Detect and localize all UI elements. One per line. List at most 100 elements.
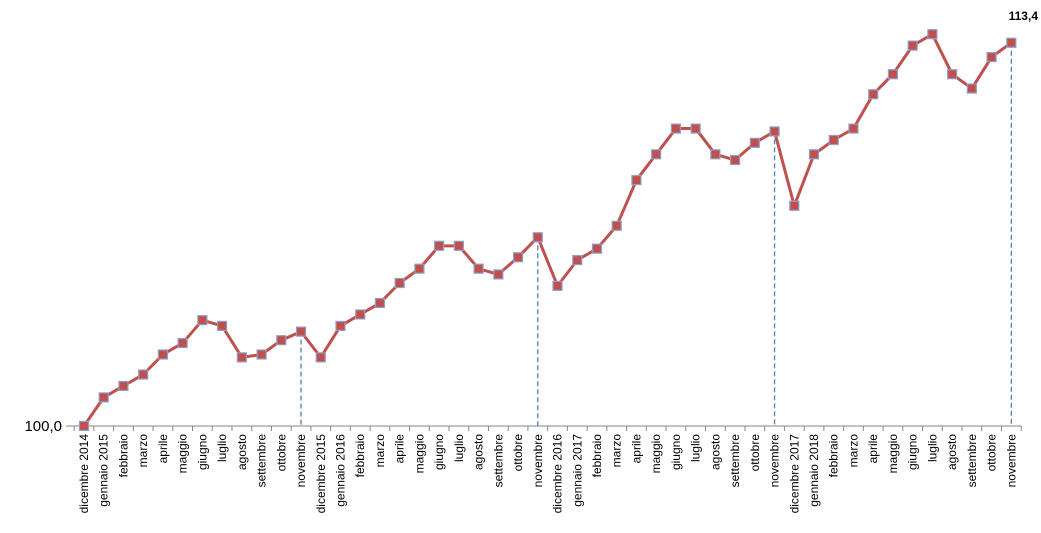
y-axis-tick-label: 100,0 bbox=[24, 418, 62, 435]
data-point bbox=[670, 123, 682, 134]
x-axis-tick-labels: dicembre 2014 gennaio 2015 febbraio marzo ap… bbox=[77, 434, 1018, 514]
data-point bbox=[434, 240, 445, 251]
data-point bbox=[552, 280, 563, 291]
data-point bbox=[749, 137, 760, 148]
x-tick-label: agosto bbox=[235, 434, 249, 470]
data-point bbox=[611, 220, 622, 231]
data-point bbox=[947, 69, 958, 80]
data-point bbox=[966, 83, 977, 94]
data-point bbox=[177, 337, 188, 349]
x-tick-label: maggio bbox=[649, 434, 663, 474]
x-tick-label: ottobre bbox=[748, 434, 762, 472]
x-tick-label: agosto bbox=[472, 434, 486, 470]
x-tick-label: dicembre 2014 bbox=[77, 434, 91, 514]
data-point bbox=[729, 154, 741, 166]
data-point bbox=[335, 320, 346, 331]
x-tick-label: marzo bbox=[373, 434, 387, 468]
x-tick-label: dicembre 2015 bbox=[314, 434, 328, 514]
x-tick-label: febbraio bbox=[590, 434, 604, 478]
data-point bbox=[374, 297, 386, 309]
data-point bbox=[769, 126, 780, 137]
x-tick-label: gennaio 2018 bbox=[807, 434, 821, 507]
data-point bbox=[591, 243, 603, 254]
x-tick-label: gennaio 2015 bbox=[97, 434, 111, 507]
x-tick-label: luglio bbox=[215, 434, 229, 462]
x-tick-label: agosto bbox=[708, 434, 722, 470]
x-tick-label: maggio bbox=[412, 434, 426, 474]
data-point bbox=[1006, 37, 1017, 48]
x-tick-label: luglio bbox=[689, 434, 703, 462]
data-point bbox=[295, 326, 307, 337]
x-tick-label: luglio bbox=[925, 434, 939, 462]
x-tick-label: settembre bbox=[965, 434, 979, 488]
x-tick-label: luglio bbox=[452, 434, 466, 462]
droplines bbox=[300, 42, 1012, 426]
data-point bbox=[828, 134, 839, 146]
data-point bbox=[651, 149, 662, 160]
data-point bbox=[927, 29, 938, 40]
x-tick-label: agosto bbox=[945, 434, 959, 470]
x-tick-label: febbraio bbox=[827, 434, 841, 478]
x-tick-label: giugno bbox=[669, 434, 683, 470]
data-point bbox=[157, 349, 169, 360]
data-point bbox=[197, 315, 208, 326]
data-point bbox=[355, 309, 366, 320]
x-tick-label: ottobre bbox=[511, 434, 525, 472]
data-point bbox=[236, 352, 247, 363]
x-tick-label: ottobre bbox=[274, 434, 288, 472]
x-tick-label: dicembre 2017 bbox=[787, 434, 801, 514]
x-tick-label: marzo bbox=[136, 434, 150, 468]
x-tick-label: aprile bbox=[156, 434, 170, 464]
x-tick-label: marzo bbox=[610, 434, 624, 468]
x-tick-label: gennaio 2017 bbox=[570, 434, 584, 507]
data-point bbox=[887, 69, 899, 80]
x-tick-label: novembre bbox=[768, 434, 782, 488]
x-tick-label: maggio bbox=[886, 434, 900, 474]
data-point bbox=[473, 263, 484, 274]
end-value-label: 113,4 bbox=[1009, 9, 1039, 23]
data-point bbox=[907, 40, 918, 51]
x-tick-label: dicembre 2016 bbox=[551, 434, 565, 514]
series-line bbox=[82, 32, 1013, 427]
x-tick-label: novembre bbox=[294, 434, 308, 488]
data-point bbox=[493, 269, 504, 280]
data-point bbox=[572, 255, 583, 266]
data-point bbox=[986, 51, 997, 63]
x-axis-ticks bbox=[73, 426, 1022, 431]
x-tick-label: novembre bbox=[531, 434, 545, 488]
x-tick-label: gennaio 2016 bbox=[333, 434, 347, 507]
x-tick-label: marzo bbox=[846, 434, 860, 468]
data-point bbox=[256, 349, 267, 360]
data-point bbox=[690, 123, 701, 134]
series-markers bbox=[78, 29, 1017, 432]
x-tick-label: aprile bbox=[629, 434, 643, 464]
data-point bbox=[868, 89, 879, 100]
x-tick-label: giugno bbox=[432, 434, 446, 470]
data-point bbox=[138, 369, 149, 380]
data-point bbox=[631, 174, 642, 186]
x-tick-label: giugno bbox=[906, 434, 920, 470]
data-point bbox=[315, 352, 326, 363]
data-point bbox=[217, 320, 228, 331]
x-tick-label: maggio bbox=[176, 434, 190, 474]
x-tick-label: settembre bbox=[728, 434, 742, 488]
data-point bbox=[532, 232, 543, 243]
data-point bbox=[276, 335, 287, 346]
x-tick-label: novembre bbox=[1004, 434, 1018, 488]
data-point bbox=[789, 200, 800, 211]
x-tick-label: settembre bbox=[255, 434, 269, 488]
x-tick-label: febbraio bbox=[353, 434, 367, 478]
x-tick-label: giugno bbox=[195, 434, 209, 470]
x-tick-label: settembre bbox=[491, 434, 505, 488]
data-point bbox=[414, 263, 425, 274]
data-point bbox=[710, 149, 721, 160]
data-point bbox=[78, 420, 90, 432]
x-tick-label: aprile bbox=[866, 434, 880, 464]
data-point bbox=[512, 252, 524, 263]
data-point bbox=[453, 240, 464, 251]
data-point bbox=[98, 392, 109, 403]
data-point bbox=[808, 149, 820, 160]
data-point bbox=[848, 123, 859, 134]
x-tick-label: ottobre bbox=[985, 434, 999, 472]
